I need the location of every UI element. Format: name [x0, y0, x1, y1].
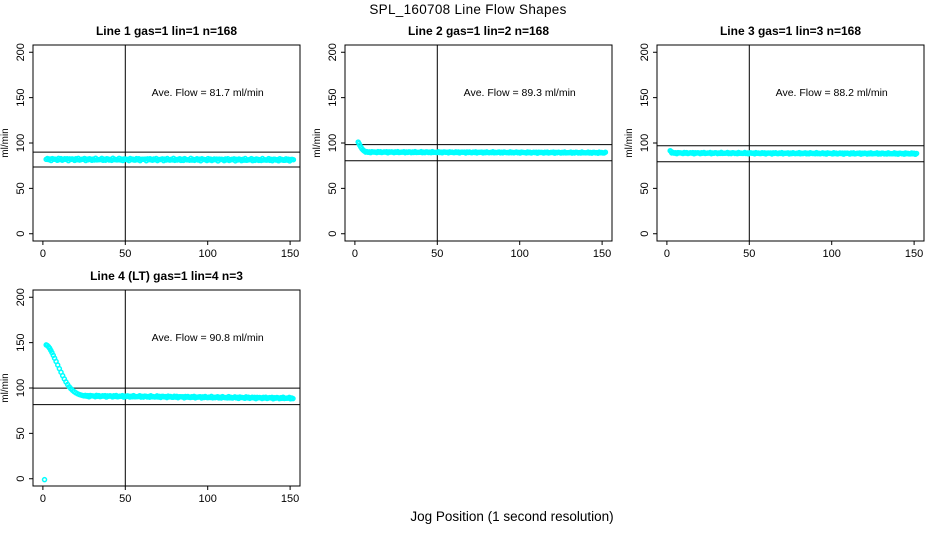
y-axis-title: ml/min: [312, 128, 323, 157]
x-axis-tick-label: 100: [511, 248, 529, 260]
y-axis-title: ml/min: [0, 128, 11, 157]
panel-title-line-1: Line 1 gas=1 lin=1 n=168: [95, 24, 238, 38]
x-axis-tick-label: 50: [743, 248, 755, 260]
x-axis-tick-label: 50: [119, 493, 131, 505]
x-axis-tick-label: 150: [281, 493, 299, 505]
panel-line-2: Line 2 gas=1 lin=2 n=168 0 50 100 150 0 50 100…: [312, 24, 613, 260]
panel-plot-line-2: 0 50 100 150 0 50 100 150 200 ml/min Ave. Flow = 8…: [312, 43, 613, 260]
panel-line-3: Line 3 gas=1 lin=3 n=168 0 50 100 150 0 50 100…: [624, 24, 925, 260]
panel-plot-line-1: 0 50 100 150 0 50 100 150 200 ml/min Ave. Flow = 8…: [0, 43, 301, 260]
data-point: [79, 392, 86, 399]
panel-title-line-3: Line 3 gas=1 lin=3 n=168: [719, 24, 862, 38]
y-axis-tick-label: 0: [639, 231, 651, 237]
panel-line-4: Line 4 (LT) gas=1 lin=4 n=3 0 50 100 150 0 50…: [0, 269, 301, 505]
data-point: [290, 156, 297, 163]
x-axis-tick-label: 150: [593, 248, 611, 260]
y-axis-tick-label: 200: [15, 288, 27, 306]
average-flow-annotation: Ave. Flow = 90.8 ml/min: [152, 332, 264, 344]
x-axis-tick-label: 0: [664, 248, 670, 260]
x-axis-tick-label: 0: [40, 493, 46, 505]
y-axis-tick-label: 150: [15, 333, 27, 351]
y-axis-tick-label: 0: [15, 231, 27, 237]
y-axis-title: ml/min: [624, 128, 635, 157]
data-point: [913, 150, 920, 157]
data-point: [668, 148, 674, 155]
y-axis-tick-label: 0: [15, 476, 27, 482]
data-point: [362, 148, 369, 155]
data-point: [41, 476, 48, 483]
x-axis-tick-label: 0: [352, 248, 358, 260]
panel-title-line-2: Line 2 gas=1 lin=2 n=168: [407, 24, 550, 38]
y-axis-tick-label: 50: [639, 182, 651, 194]
x-axis-tick-label: 50: [119, 248, 131, 260]
y-axis-tick-label: 200: [327, 43, 339, 61]
plot-frame: [344, 44, 613, 242]
x-axis-tick-label: 100: [199, 248, 217, 260]
average-flow-annotation: Ave. Flow = 89.3 ml/min: [464, 87, 576, 99]
y-axis-tick-label: 50: [327, 182, 339, 194]
data-point: [290, 395, 296, 402]
y-axis-tick-label: 150: [15, 88, 27, 106]
panel-title-line-4: Line 4 (LT) gas=1 lin=4 n=3: [90, 269, 243, 283]
y-axis-title: ml/min: [0, 373, 11, 402]
x-axis-tick-label: 100: [823, 248, 841, 260]
x-axis-tick-label: 0: [40, 248, 46, 260]
plot-frame: [32, 44, 301, 242]
x-axis-tick-label: 100: [199, 493, 217, 505]
data-point: [602, 149, 609, 155]
average-flow-annotation: Ave. Flow = 88.2 ml/min: [776, 87, 888, 99]
panel-plot-line-3: 0 50 100 150 0 50 100 150 200 ml/min Ave. Flow = 8…: [624, 43, 925, 260]
figure-title: SPL_160708 Line Flow Shapes: [369, 2, 567, 17]
y-axis-tick-label: 100: [639, 134, 651, 152]
y-axis-tick-label: 200: [639, 43, 651, 61]
x-axis-tick-label: 50: [431, 248, 443, 260]
x-axis-tick-label: 150: [281, 248, 299, 260]
y-axis-tick-label: 200: [15, 43, 27, 61]
y-axis-tick-label: 100: [15, 134, 27, 152]
y-axis-tick-label: 100: [15, 379, 27, 397]
y-axis-tick-label: 0: [327, 231, 339, 237]
plot-frame: [656, 44, 925, 242]
x-axis-label: Jog Position (1 second resolution): [410, 509, 614, 524]
average-flow-annotation: Ave. Flow = 81.7 ml/min: [152, 87, 264, 99]
y-axis-tick-label: 150: [639, 88, 651, 106]
y-axis-tick-label: 50: [15, 182, 27, 194]
y-axis-tick-label: 150: [327, 88, 339, 106]
panel-line-1: Line 1 gas=1 lin=1 n=168 0 50 100 150 0 50 100…: [0, 24, 301, 260]
x-axis-tick-label: 150: [905, 248, 923, 260]
y-axis-tick-label: 100: [327, 134, 339, 152]
panel-plot-line-4: 0 50 100 150 0 50 100 150 200 ml/min Ave. Flow = 9…: [0, 288, 301, 505]
y-axis-tick-label: 50: [15, 427, 27, 439]
